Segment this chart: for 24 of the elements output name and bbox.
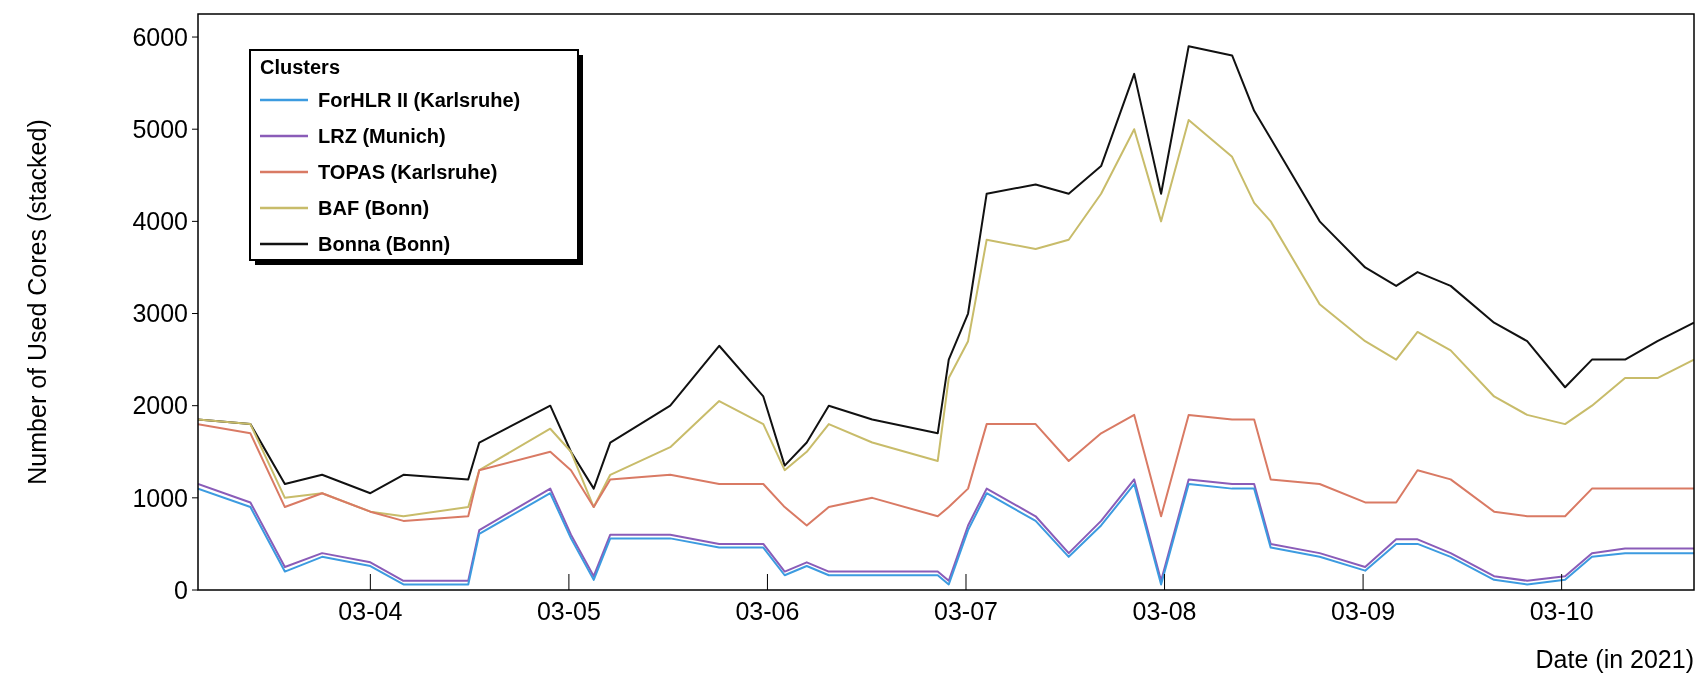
y-tick-label: 3000	[132, 299, 188, 328]
legend-label: ForHLR II (Karlsruhe)	[318, 89, 521, 111]
x-tick-label: 03-10	[1529, 597, 1594, 625]
y-tick-label: 6000	[132, 22, 188, 51]
y-tick-label: 0	[174, 575, 188, 604]
x-tick-label: 03-06	[735, 597, 800, 625]
y-tick-label: 4000	[132, 207, 188, 236]
legend-label: BAF (Bonn)	[318, 197, 430, 219]
y-axis-title: Number of Used Cores (stacked)	[23, 119, 51, 485]
x-axis-title: Date (in 2021)	[1535, 645, 1694, 673]
line-series	[198, 118, 1694, 518]
legend-label: Bonna (Bonn)	[318, 233, 451, 255]
x-tick-label: 03-04	[338, 597, 403, 625]
x-tick-label: 03-09	[1331, 597, 1396, 625]
x-tick-label: 03-07	[934, 597, 998, 625]
x-tick-label: 03-08	[1132, 597, 1197, 625]
y-tick-label: 5000	[132, 114, 188, 143]
legend-title: Clusters	[260, 56, 341, 78]
legend-label: LRZ (Munich)	[318, 125, 446, 147]
line-series	[198, 413, 1694, 527]
y-tick-label: 1000	[132, 483, 188, 512]
y-tick-label: 2000	[132, 391, 188, 420]
x-tick-label: 03-05	[536, 597, 601, 625]
legend-label: TOPAS (Karlsruhe)	[318, 161, 498, 183]
